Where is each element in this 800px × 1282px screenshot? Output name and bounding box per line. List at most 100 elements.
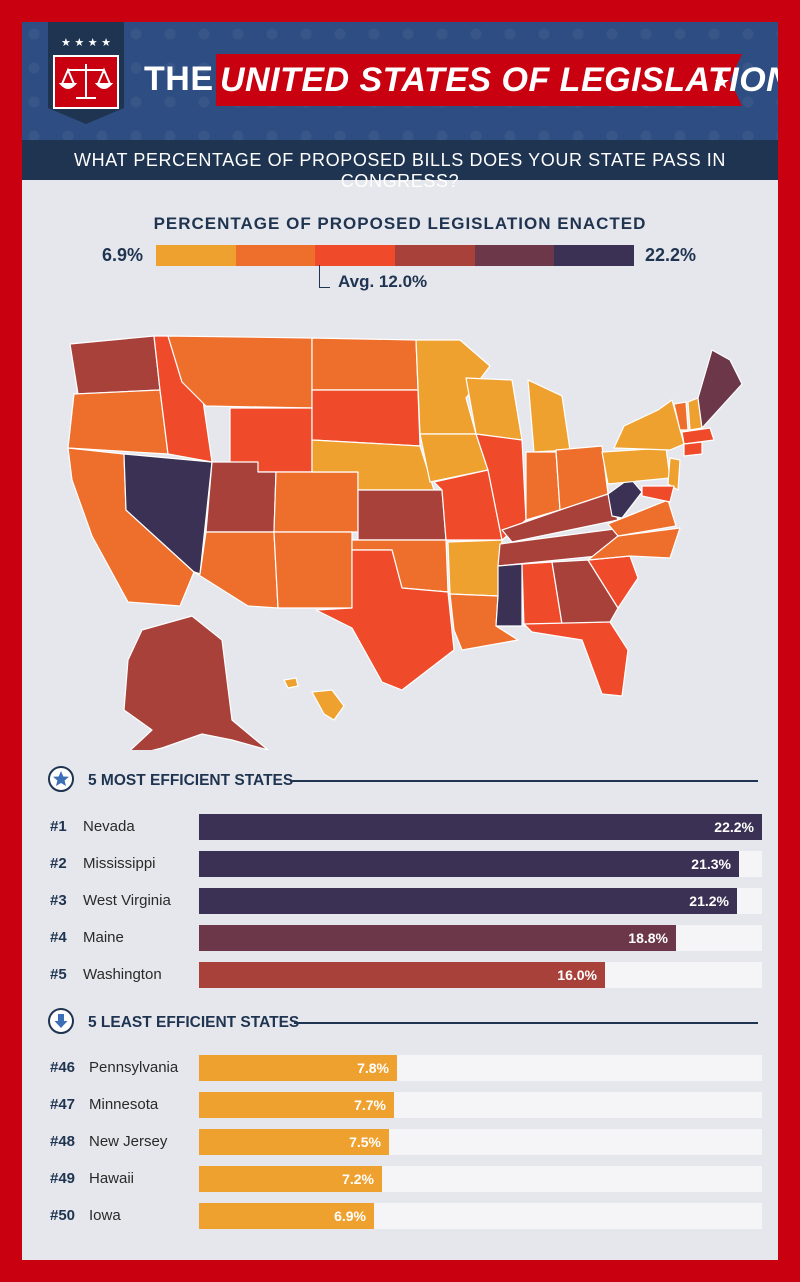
state-colorado bbox=[273, 471, 359, 533]
bar bbox=[199, 1129, 389, 1155]
bar-rank: #1 bbox=[50, 818, 67, 835]
legend-average-label: Avg. 12.0% bbox=[338, 272, 428, 291]
bar-rank: #50 bbox=[50, 1207, 76, 1224]
title-prefix: THE bbox=[144, 60, 214, 98]
bar bbox=[199, 1166, 382, 1192]
bar bbox=[199, 1055, 397, 1081]
state-arkansas bbox=[447, 539, 503, 597]
state-north-carolina bbox=[587, 527, 681, 561]
state-virginia bbox=[607, 499, 677, 537]
state-oregon bbox=[67, 389, 169, 455]
state-vermont bbox=[673, 401, 689, 431]
state-montana bbox=[167, 335, 313, 409]
legend-title: PERCENTAGE OF PROPOSED LEGISLATION ENACT… bbox=[153, 214, 647, 233]
bar-category-label: Pennsylvania bbox=[89, 1059, 179, 1076]
legend-max-label: 22.2% bbox=[645, 245, 697, 265]
subtitle: WHAT PERCENTAGE OF PROPOSED BILLS DOES Y… bbox=[74, 150, 726, 191]
state-georgia bbox=[551, 559, 619, 625]
state-connecticut bbox=[683, 441, 703, 457]
header-banner: ★ ★ ★ ★ THE ★ UNITED STATES OF LEGISLATI… bbox=[22, 22, 778, 140]
state-florida bbox=[523, 621, 629, 697]
state-michigan bbox=[527, 379, 571, 453]
badge-stars: ★ ★ ★ ★ bbox=[61, 36, 111, 49]
bar-rank: #2 bbox=[50, 855, 67, 872]
legend-swatch bbox=[395, 245, 475, 266]
infographic-panel: ★ ★ ★ ★ THE ★ UNITED STATES OF LEGISLATI… bbox=[22, 22, 778, 1260]
bar-rank: #46 bbox=[50, 1059, 76, 1076]
state-new-mexico bbox=[273, 531, 353, 609]
state-washington bbox=[69, 335, 161, 395]
state-utah bbox=[205, 461, 277, 533]
bar-rank: #5 bbox=[50, 966, 67, 983]
bar-category-label: New Jersey bbox=[89, 1133, 168, 1150]
scales-of-justice-badge-icon: ★ ★ ★ ★ bbox=[48, 22, 124, 124]
legend-color-scale bbox=[156, 245, 635, 266]
state-new-jersey bbox=[667, 457, 681, 491]
state-arizona bbox=[193, 531, 279, 609]
legend-swatch bbox=[235, 245, 316, 266]
state-indiana bbox=[525, 451, 561, 521]
bar-value-label: 22.2% bbox=[714, 819, 754, 835]
title-ribbon: ★ bbox=[216, 54, 742, 106]
bar bbox=[199, 925, 676, 951]
bar bbox=[199, 851, 739, 877]
us-choropleth-map bbox=[67, 335, 743, 750]
legend-swatch bbox=[554, 245, 635, 266]
bar-value-label: 21.3% bbox=[691, 856, 731, 872]
state-pennsylvania bbox=[601, 447, 671, 485]
bar-category-label: Nevada bbox=[83, 818, 135, 835]
bar-category-label: West Virginia bbox=[83, 892, 171, 909]
bar-value-label: 7.5% bbox=[349, 1134, 381, 1150]
state-missouri bbox=[433, 469, 503, 541]
bar-value-label: 6.9% bbox=[334, 1208, 366, 1224]
bar-value-label: 16.0% bbox=[557, 967, 597, 983]
bar-rank: #3 bbox=[50, 892, 67, 909]
state-north-dakota bbox=[311, 337, 419, 391]
state-alaska bbox=[123, 615, 269, 750]
state-maryland bbox=[641, 485, 675, 503]
bar-rank: #47 bbox=[50, 1096, 76, 1113]
bar-category-label: Iowa bbox=[89, 1207, 121, 1224]
down-arrow-icon bbox=[48, 1008, 74, 1034]
bar-value-label: 7.8% bbox=[357, 1060, 389, 1076]
bar-category-label: Minnesota bbox=[89, 1096, 159, 1113]
bar-category-label: Hawaii bbox=[89, 1170, 135, 1187]
bar-category-label: Washington bbox=[83, 966, 162, 983]
state-texas bbox=[315, 549, 455, 691]
bar-rank: #49 bbox=[50, 1170, 76, 1187]
ribbon-star-icon: ★ bbox=[714, 72, 730, 93]
bar-category-label: Mississippi bbox=[83, 855, 156, 872]
bar-rank: #4 bbox=[50, 929, 67, 946]
state-new-york bbox=[613, 399, 685, 451]
legend-average-marker bbox=[319, 265, 330, 288]
title-main: UNITED STATES OF LEGISLATION bbox=[220, 61, 778, 99]
top-section-rule bbox=[290, 780, 758, 782]
bar bbox=[199, 1203, 374, 1229]
bar bbox=[199, 1092, 394, 1118]
bottom-section-title: 5 LEAST EFFICIENT STATES bbox=[88, 1014, 300, 1031]
bar bbox=[199, 962, 605, 988]
bar bbox=[199, 888, 737, 914]
legend-swatch bbox=[474, 245, 555, 266]
state-kansas bbox=[357, 489, 447, 541]
bottom-section-rule bbox=[294, 1022, 758, 1024]
bar-value-label: 7.2% bbox=[342, 1171, 374, 1187]
bar-rank: #48 bbox=[50, 1133, 76, 1150]
state-hawaii bbox=[283, 677, 345, 721]
bar-category-label: Maine bbox=[83, 929, 124, 946]
bar-value-label: 21.2% bbox=[689, 893, 729, 909]
subtitle-bar: WHAT PERCENTAGE OF PROPOSED BILLS DOES Y… bbox=[22, 140, 778, 191]
state-south-dakota bbox=[311, 389, 421, 447]
bar-value-label: 18.8% bbox=[628, 930, 668, 946]
legend-swatch bbox=[315, 245, 396, 266]
state-maine bbox=[697, 349, 743, 429]
legend-swatch bbox=[156, 245, 236, 266]
legend-min-label: 6.9% bbox=[102, 245, 144, 265]
top-section-title: 5 MOST EFFICIENT STATES bbox=[88, 772, 294, 789]
state-mississippi bbox=[495, 563, 523, 627]
star-icon bbox=[48, 766, 74, 792]
state-massachusetts bbox=[681, 427, 715, 445]
bar bbox=[199, 814, 762, 840]
bar-value-label: 7.7% bbox=[354, 1097, 386, 1113]
